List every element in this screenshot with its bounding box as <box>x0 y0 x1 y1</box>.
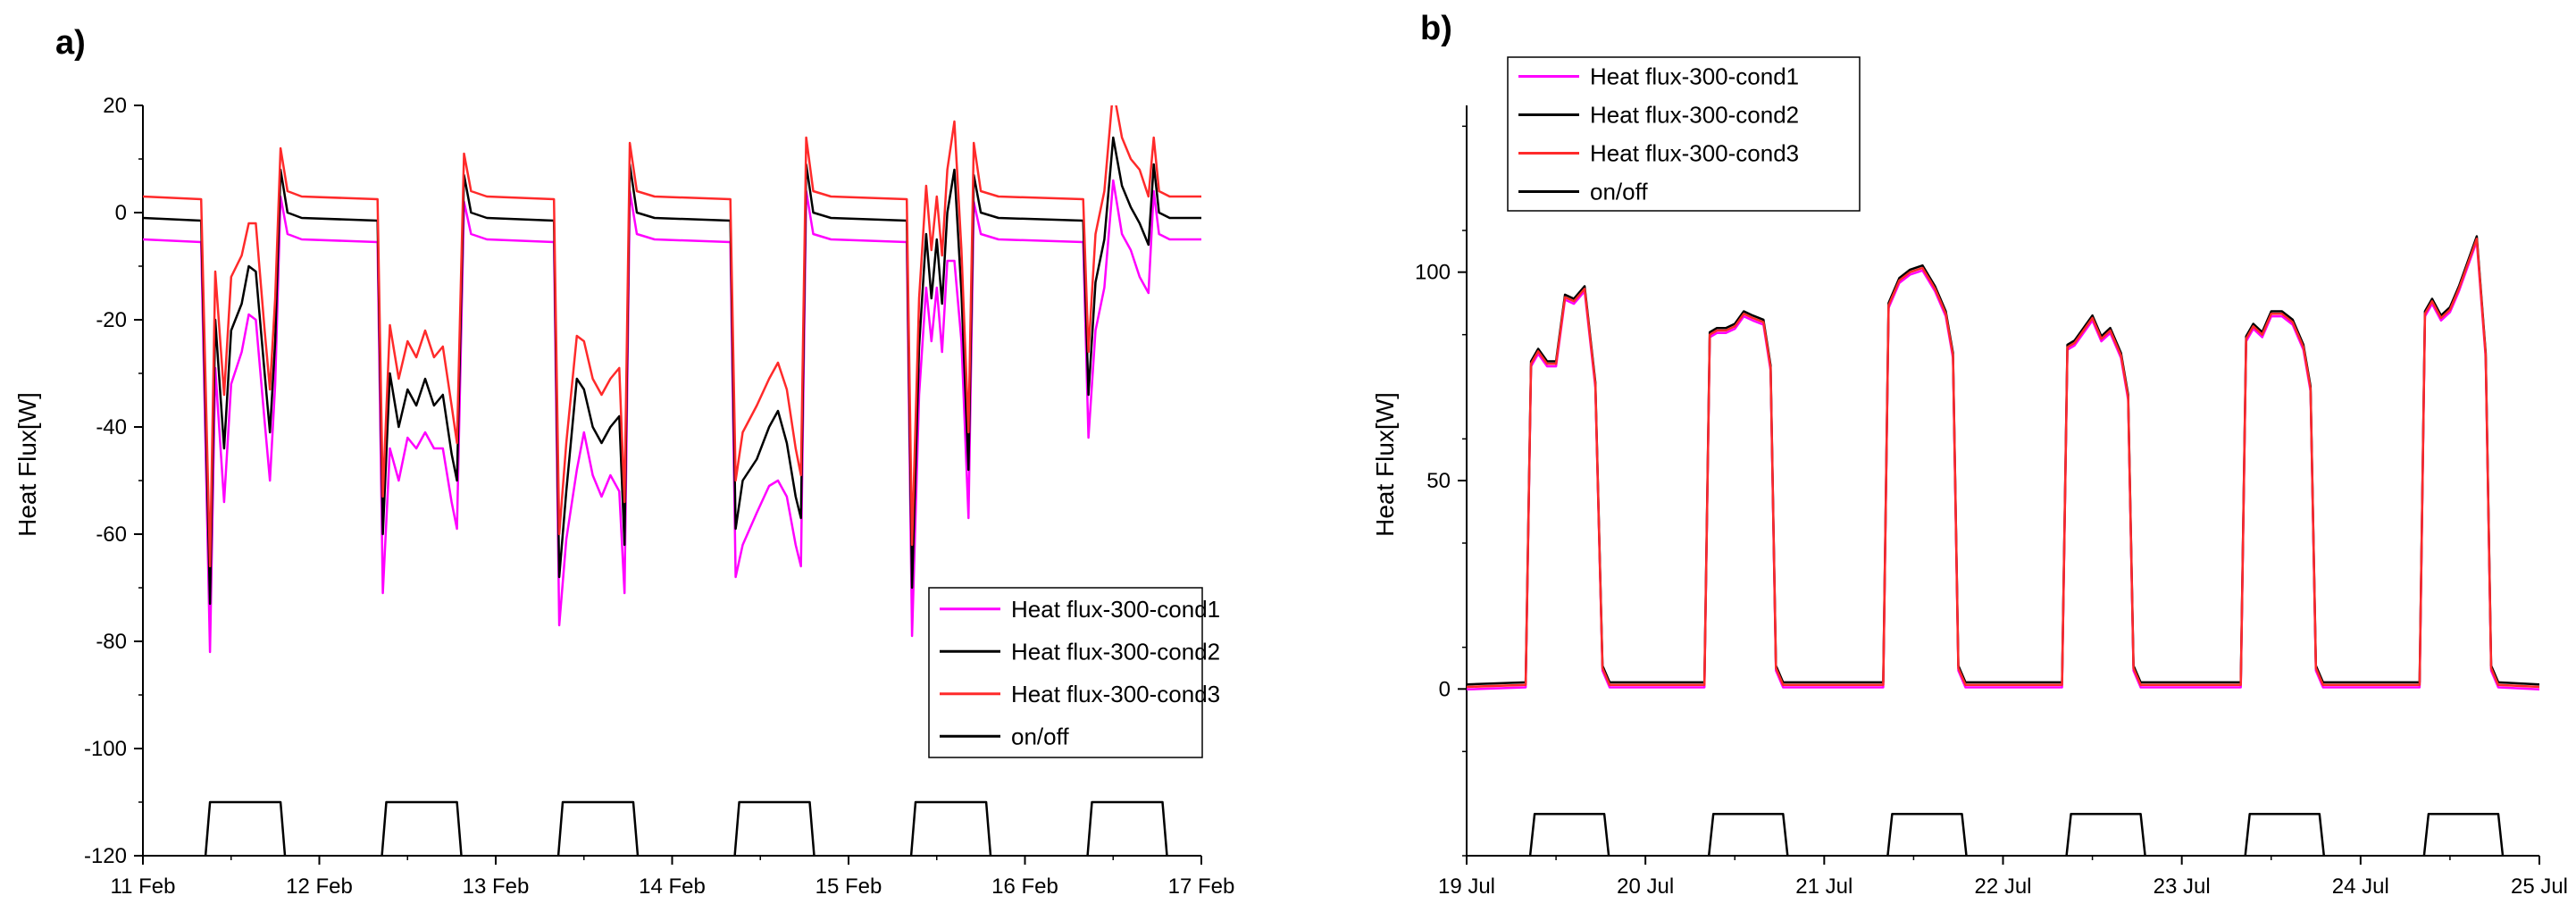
panel-a-legend-label: Heat flux-300-cond1 <box>1011 596 1220 623</box>
panel-a-x-tick-label: 11 Feb <box>111 874 176 899</box>
panel-a-y-tick-label: -100 <box>84 737 127 761</box>
panel-b-label: b) <box>1420 10 1452 47</box>
panel-b: b) Heat Flux[W] 100 50 0 19 Jul 20 Jul 21 Jul… <box>1371 10 2568 899</box>
panel-a-y-tick-label: -40 <box>96 415 127 439</box>
panel-a-y-tick-label: 20 <box>103 94 127 118</box>
panel-b-x-tick-label: 25 Jul <box>2511 874 2568 899</box>
panel-a-y-tick-label: 0 <box>115 201 127 225</box>
panel-a-legend-label: on/off <box>1011 723 1069 749</box>
panel-b-legend-label: Heat flux-300-cond1 <box>1590 63 1799 90</box>
panel-a-series-heat-flux-300-cond1 <box>143 179 1201 654</box>
panel-a-x-tick-label: 16 Feb <box>991 874 1058 899</box>
panel-a-y-tick-label: -20 <box>96 308 127 332</box>
panel-a-series-heat-flux-300-cond3 <box>143 105 1201 568</box>
panel-a-label: a) <box>55 24 86 62</box>
panel-a-series-heat-flux-300-cond2 <box>143 136 1201 606</box>
panel-b-x-tick-label: 22 Jul <box>1974 874 2031 899</box>
panel-b-series-heat-flux-300-cond3 <box>1467 238 2539 689</box>
panel-a-legend: Heat flux-300-cond1 Heat flux-300-cond2 He… <box>928 587 1220 758</box>
panel-b-series-group <box>1467 235 2539 856</box>
panel-b-y-tick-label: 100 <box>1415 261 1451 285</box>
panel-b-x-tick-label: 23 Jul <box>2154 874 2211 899</box>
panel-b-y-tick-label: 50 <box>1426 469 1451 493</box>
panel-a-x-tick-label: 14 Feb <box>639 874 706 899</box>
panel-b-x-tick-label: 24 Jul <box>2332 874 2389 899</box>
panel-a-x-tick-label: 15 Feb <box>815 874 882 899</box>
panel-a-legend-box <box>928 587 1203 758</box>
panel-a-y-tick-label: -120 <box>84 844 127 868</box>
panel-b-y-axis-title: Heat Flux[W] <box>1371 392 1399 537</box>
panel-b-legend-label: on/off <box>1590 179 1648 205</box>
panel-b-series-heat-flux-300-cond1 <box>1467 239 2539 691</box>
panel-a-x-tick-label: 12 Feb <box>286 874 353 899</box>
panel-a-legend-label: Heat flux-300-cond2 <box>1011 638 1220 665</box>
panel-b-x-tick-label: 19 Jul <box>1438 874 1495 899</box>
panel-a-x-tick-label: 13 Feb <box>463 874 530 899</box>
panel-b-legend-box <box>1507 56 1861 212</box>
panel-a-y-tick-label: -80 <box>96 630 127 654</box>
panel-b-legend: Heat flux-300-cond1 Heat flux-300-cond2 He… <box>1507 56 1861 212</box>
panel-a-y-axis-title: Heat Flux[W] <box>13 392 41 537</box>
panel-b-axes: 100 50 0 19 Jul 20 Jul 21 Jul 22 Jul 23 Jul 24 J… <box>1415 105 2568 899</box>
panel-b-legend-label: Heat flux-300-cond3 <box>1590 140 1799 167</box>
panel-b-x-tick-label: 21 Jul <box>1795 874 1853 899</box>
panel-a-x-tick-label: 17 Feb <box>1168 874 1235 899</box>
panel-a-y-tick-label: -60 <box>96 523 127 547</box>
panel-a-axes: 20 0 -20 -40 -60 -80 -100 -120 11 Feb 12 Feb 13 Fe… <box>84 94 1234 899</box>
panel-b-y-tick-label: 0 <box>1439 677 1451 701</box>
panel-a: a) Heat Flux[W] 20 0 -20 -40 -60 -80 -100 -120 1… <box>13 24 1234 899</box>
panel-b-x-tick-label: 20 Jul <box>1617 874 1674 899</box>
panel-a-series-group <box>143 105 1201 856</box>
panel-b-legend-label: Heat flux-300-cond2 <box>1590 102 1799 129</box>
panel-a-legend-label: Heat flux-300-cond3 <box>1011 681 1220 707</box>
panel-b-series-heat-flux-300-cond2 <box>1467 235 2539 686</box>
